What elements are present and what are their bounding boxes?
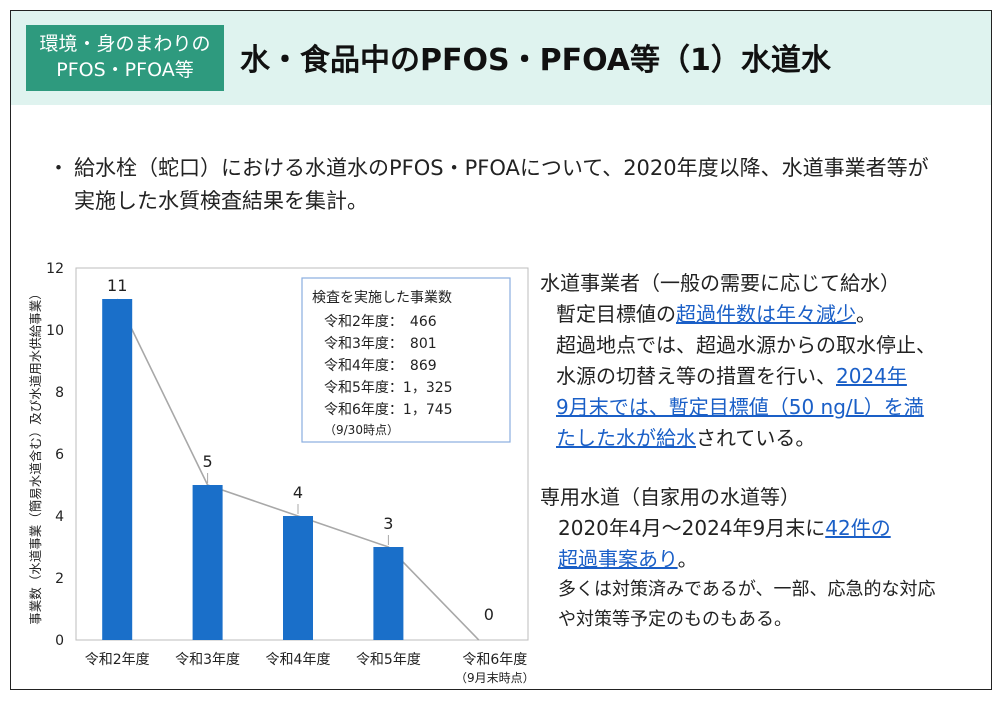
private-line-2-end: 。 — [677, 547, 698, 571]
y-tick-label: 0 — [55, 633, 64, 649]
y-tick-label: 2 — [55, 571, 64, 587]
bar-chart: 0 2 4 6 8 10 12 11 5 4 3 0 令和2年度 令和3年度 令和4年度 令和5年度 令和6… — [18, 258, 535, 688]
private-line-1: 2020年4月～2024年9月末に42件の — [540, 513, 990, 544]
utility-line-1-text: 暫定目標値の — [556, 302, 676, 326]
utility-line-4: 9月末では、暫定目標値（50 ng/L）を満 — [540, 392, 990, 423]
page-title: 水・食品中のPFOS・PFOA等（1）水道水 — [240, 43, 831, 78]
highlight-42-cases: 42件の — [825, 516, 891, 540]
bar — [102, 299, 133, 640]
legend-row: 令和3年度： 801 — [324, 336, 437, 352]
data-label: 0 — [484, 605, 494, 624]
legend-note: （9/30時点） — [324, 423, 399, 437]
private-line-4: や対策等予定のものもある。 — [558, 609, 792, 630]
y-tick-label: 8 — [55, 385, 64, 401]
legend-row: 令和2年度： 466 — [324, 314, 437, 330]
highlight-supplied: たした水が給水 — [556, 426, 696, 450]
chart-svg: 0 2 4 6 8 10 12 11 5 4 3 0 令和2年度 令和3年度 令和4年度 令和5年度 令和6… — [28, 261, 535, 685]
x-tick-label: 令和5年度 — [356, 652, 421, 668]
highlight-exceedance: 超過事案あり — [558, 547, 678, 571]
private-line-2: 超過事案あり。 — [540, 544, 990, 575]
utility-line-1-end: 。 — [856, 302, 876, 326]
highlight-target-value: 9月末では、暫定目標値（50 ng/L）を満 — [556, 395, 924, 419]
badge-line-1: 環境・身のまわりの — [39, 33, 211, 55]
category-badge: 環境・身のまわりの PFOS・PFOA等 — [26, 25, 224, 91]
legend-row: 令和6年度：1，745 — [324, 402, 453, 418]
utility-line-1: 暫定目標値の超過件数は年々減少。 — [540, 299, 990, 330]
utility-line-3-text: 水源の切替え等の措置を行い、 — [556, 364, 836, 388]
notes-panel: 水道事業者（一般の需要に応じて給水） 暫定目標値の超過件数は年々減少。 超過地点… — [540, 268, 990, 635]
y-tick-label: 10 — [46, 323, 64, 339]
private-line-3: 多くは対策済みであるが、一部、応急的な対応 — [558, 579, 936, 600]
data-label: 3 — [383, 514, 393, 533]
data-label: 5 — [203, 452, 213, 471]
bar — [192, 485, 223, 640]
highlight-2024: 2024年 — [836, 364, 907, 388]
spacer — [540, 454, 990, 482]
x-tick-label: 令和3年度 — [175, 652, 240, 668]
intro-text: 給水栓（蛇口）における水道水のPFOS・PFOAについて、2020年度以降、水道… — [74, 156, 929, 213]
utility-line-2: 超過地点では、超過水源からの取水停止、 — [556, 333, 936, 357]
x-tick-label: 令和2年度 — [85, 652, 150, 668]
utility-line-5: たした水が給水されている。 — [540, 423, 990, 454]
legend-row: 令和5年度：1，325 — [324, 380, 453, 396]
utility-line-3: 水源の切替え等の措置を行い、2024年 — [540, 361, 990, 392]
bar — [283, 516, 313, 640]
section-private-water-heading: 専用水道（自家用の水道等） — [540, 485, 800, 509]
slide-frame — [10, 10, 992, 690]
legend-box: 検査を実施した事業数 令和2年度： 466 令和3年度： 801 令和4年度： 86… — [301, 277, 511, 443]
legend-row: 令和4年度： 869 — [324, 358, 437, 374]
bar — [373, 547, 404, 640]
legend-border — [301, 277, 511, 443]
highlight-decrease: 超過件数は年々減少 — [676, 302, 856, 326]
y-tick-label: 12 — [46, 261, 64, 277]
private-line-1-text: 2020年4月～2024年9月末に — [558, 516, 826, 540]
badge-line-2: PFOS・PFOA等 — [56, 59, 194, 81]
x-tick-label: 令和4年度 — [266, 652, 331, 668]
y-tick-label: 4 — [55, 509, 64, 525]
legend-title: 検査を実施した事業数 — [312, 290, 452, 306]
section-water-utility-heading: 水道事業者（一般の需要に応じて給水） — [540, 271, 900, 295]
utility-line-5-end: されている。 — [696, 426, 816, 450]
bullet-mark: ・ — [48, 156, 69, 180]
data-label: 4 — [293, 483, 303, 502]
x-tick-label: 令和6年度 — [462, 652, 527, 668]
y-axis-label: 事業数（水道事業（簡易水道含む）及び水道用水供給事業） — [28, 287, 43, 625]
x-tick-note: （9月末時点） — [455, 671, 530, 685]
data-label: 11 — [107, 276, 127, 295]
y-tick-label: 6 — [55, 447, 64, 463]
